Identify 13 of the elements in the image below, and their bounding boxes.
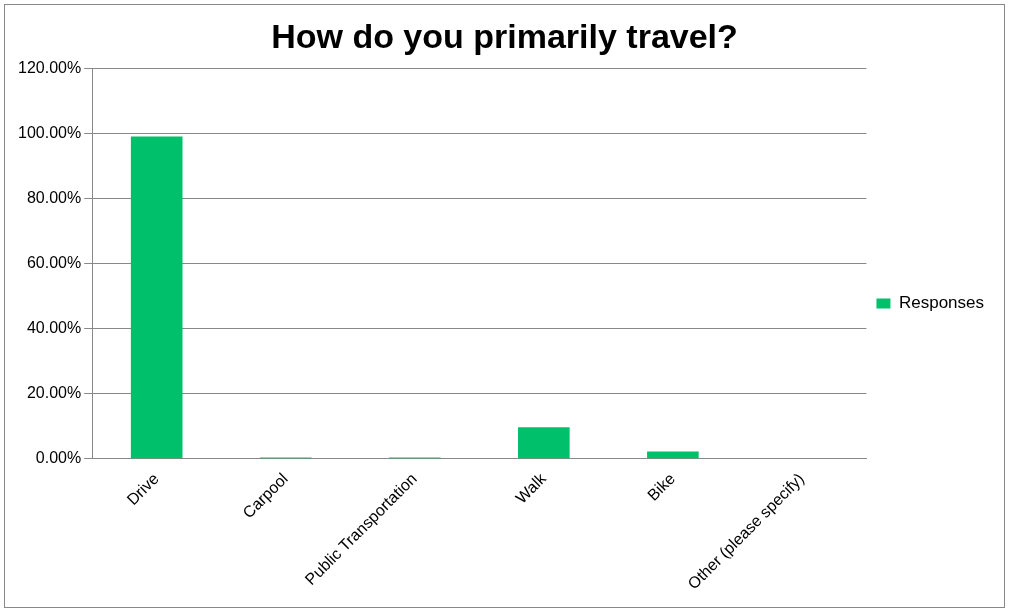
- bar: [647, 451, 699, 459]
- y-tick-label: 100.00%: [17, 124, 82, 142]
- y-tick-label: 20.00%: [26, 384, 82, 402]
- x-tick-label: Bike: [644, 469, 679, 504]
- legend-label: Responses: [898, 293, 985, 313]
- bar: [518, 427, 570, 459]
- y-tick-label: 120.00%: [17, 59, 82, 77]
- bar: [130, 136, 183, 459]
- y-tick-label: 80.00%: [26, 189, 82, 207]
- chart-title: How do you primarily travel?: [271, 16, 738, 55]
- y-tick-label: 40.00%: [26, 319, 82, 337]
- y-tick-label: 0.00%: [35, 449, 82, 467]
- y-tick-label: 60.00%: [26, 254, 82, 272]
